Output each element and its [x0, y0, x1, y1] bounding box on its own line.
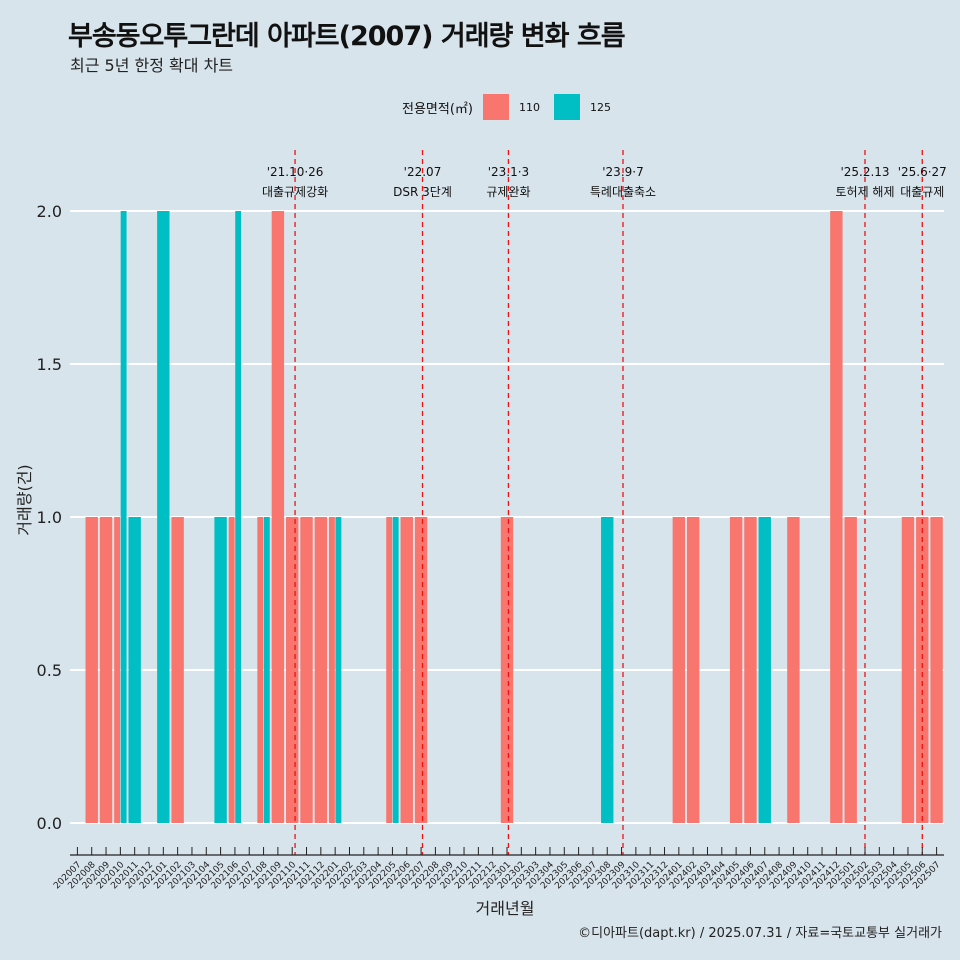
- bar-110-202401: [672, 517, 686, 823]
- bar-125-202010: [120, 211, 127, 823]
- event-label: 특례대출축소: [590, 185, 656, 199]
- bar-110-202205: [386, 517, 393, 823]
- bar-110-202112: [314, 517, 328, 823]
- event-date: '22.07: [404, 165, 442, 179]
- bar-110-202402: [686, 517, 700, 823]
- bar-110-202201: [328, 517, 335, 823]
- y-tick-label: 2.0: [37, 202, 62, 221]
- legend-label-110: 110: [518, 100, 540, 114]
- event-label: 대출규제강화: [262, 185, 328, 199]
- bar-125-202101: [157, 211, 170, 823]
- event-label: 토허제 해제: [835, 185, 894, 199]
- bar-110-202106: [228, 517, 235, 823]
- bar-110-202301: [500, 517, 514, 823]
- y-tick-label: 0.0: [37, 814, 62, 833]
- event-date: '25.2.13: [840, 165, 889, 179]
- event-label: 대출규제: [900, 185, 944, 199]
- bar-125-202108: [263, 517, 270, 823]
- bar-125-202308: [601, 517, 614, 823]
- legend: 전용면적(㎡) 110 125: [402, 93, 625, 121]
- bar-110-202409: [787, 517, 800, 823]
- bar-125-202407: [758, 517, 771, 823]
- y-tick-label: 1.5: [37, 355, 62, 374]
- bar-110-202008: [85, 517, 98, 823]
- bar-110-202406: [744, 517, 757, 823]
- bar-125-202205: [392, 517, 399, 823]
- bar-125-202011: [128, 517, 141, 823]
- legend-title: 전용면적(㎡): [402, 101, 473, 117]
- legend-swatch-125: [553, 94, 580, 120]
- chart-subtitle: 최근 5년 한정 확대 차트: [70, 56, 234, 75]
- bar-125-202106: [235, 211, 242, 823]
- event-label: DSR 3단계: [393, 185, 452, 199]
- legend-label-125: 125: [589, 100, 611, 114]
- x-axis-title: 거래년월: [476, 899, 535, 918]
- bar-125-202105: [214, 517, 227, 823]
- bar-110-202206: [400, 517, 413, 823]
- source-credit: ©디아파트(dapt.kr) / 2025.07.31 / 자료=국토교통부 실…: [578, 926, 942, 941]
- bar-110-202108: [257, 517, 264, 823]
- event-date: '21.10·26: [267, 165, 324, 179]
- event-date: '23.9·7: [602, 165, 643, 179]
- event-date: '25.6·27: [898, 165, 947, 179]
- bar-110-202102: [171, 517, 184, 823]
- bar-110-202405: [729, 517, 743, 823]
- chart-title: 부송동오투그란데 아파트(2007) 거래량 변화 흐름: [68, 21, 626, 52]
- bar-110-202412: [830, 211, 843, 823]
- bar-110-202507: [930, 517, 943, 823]
- bar-110-202501: [844, 517, 857, 823]
- bar-110-202110: [286, 517, 299, 823]
- bar-110-202010: [114, 517, 121, 823]
- legend-swatch-110: [482, 94, 509, 120]
- bar-110-202506: [916, 517, 929, 823]
- bar-125-202201: [335, 517, 342, 823]
- y-axis-title: 거래량(건): [15, 464, 34, 535]
- bar-110-202109: [271, 211, 285, 823]
- event-date: '23.1·3: [488, 165, 529, 179]
- y-tick-label: 0.5: [37, 661, 62, 680]
- bar-110-202207: [414, 517, 428, 823]
- bar-110-202009: [99, 517, 113, 823]
- event-label: 규제완화: [486, 185, 530, 199]
- bar-110-202505: [901, 517, 915, 823]
- y-tick-label: 1.0: [37, 508, 62, 527]
- bar-110-202111: [300, 517, 313, 823]
